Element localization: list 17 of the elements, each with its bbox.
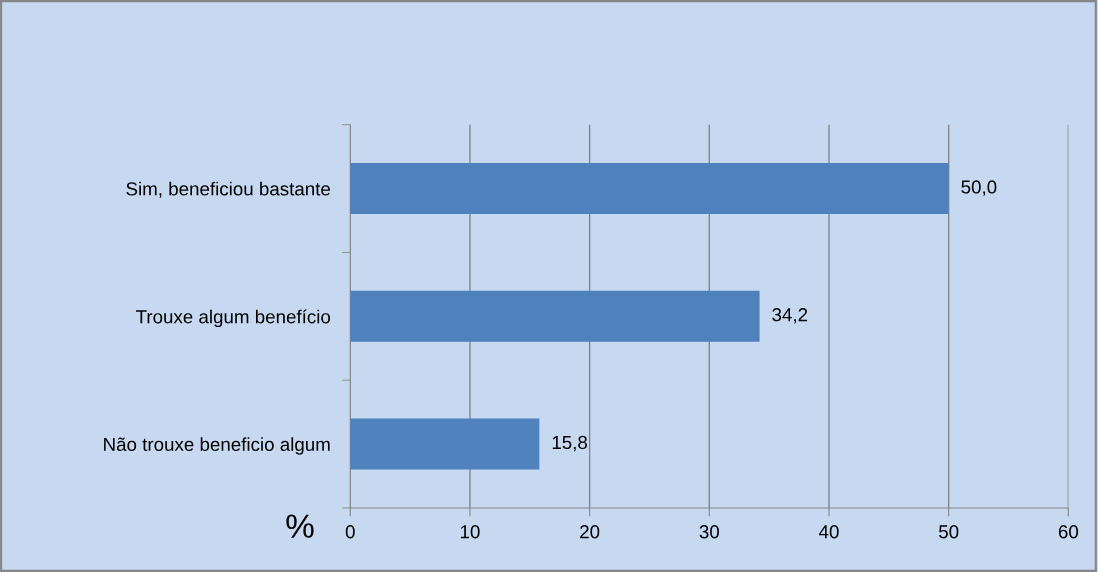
x-tick-label: 30	[699, 525, 719, 539]
data-label: 50,0	[961, 180, 997, 196]
bar	[350, 418, 540, 470]
bar	[350, 290, 760, 342]
data-label: 34,2	[772, 308, 808, 324]
x-tick-label: 60	[1058, 525, 1079, 539]
y-tick-label: Não trouxe beneficio algum	[104, 437, 330, 455]
x-tick-label: 20	[580, 525, 600, 539]
x-tick-label: 0	[345, 525, 355, 539]
data-label: 15,8	[552, 435, 588, 452]
x-axis-title: %	[286, 514, 314, 538]
bar	[350, 163, 949, 215]
x-tick-label: 10	[460, 525, 480, 539]
x-tick-label: 40	[818, 525, 839, 539]
x-tick-label: 50	[939, 525, 959, 539]
y-tick-label: Sim, beneficiou bastante	[126, 181, 330, 198]
y-tick-label: Trouxe algum benefício	[136, 309, 331, 328]
